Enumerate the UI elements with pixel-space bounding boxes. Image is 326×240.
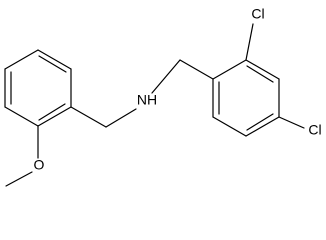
bond — [151, 59, 181, 94]
atom-label: O — [34, 157, 45, 173]
atom-label: Cl — [308, 122, 321, 138]
double-bond — [38, 55, 67, 73]
bond — [70, 106, 107, 128]
bond — [4, 49, 39, 70]
bond — [212, 116, 247, 137]
atom-label: NH — [137, 92, 157, 108]
bond — [179, 59, 214, 80]
bond — [212, 59, 247, 80]
bond — [4, 106, 39, 127]
bonds — [4, 23, 305, 187]
bond — [37, 49, 72, 70]
atom-label: Cl — [251, 6, 264, 22]
double-bond — [246, 113, 274, 131]
bond — [245, 116, 280, 137]
bond — [105, 108, 137, 128]
bond — [37, 106, 72, 127]
bond — [278, 116, 305, 129]
bond — [5, 171, 33, 187]
double-bond — [246, 65, 274, 83]
structure-diagram: NH Cl Cl O — [4, 6, 322, 187]
bond — [245, 59, 280, 80]
double-bond — [38, 103, 66, 121]
bond — [245, 23, 254, 61]
